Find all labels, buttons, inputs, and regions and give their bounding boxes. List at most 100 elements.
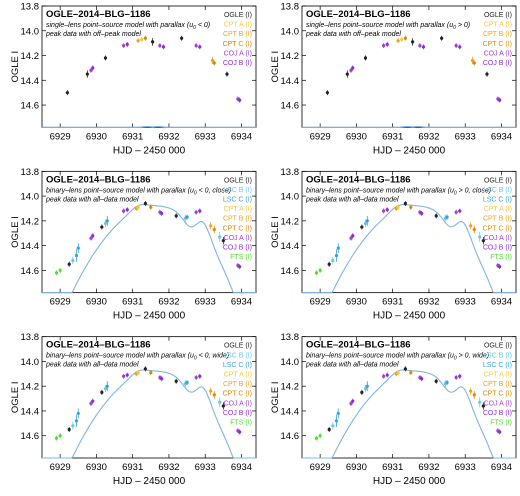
plot-frame xyxy=(41,5,257,128)
legend-entry: CPT A (I) xyxy=(484,371,512,378)
data-point xyxy=(385,373,389,377)
data-point xyxy=(360,225,364,229)
data-point xyxy=(418,44,422,48)
legend-entry: CPT C (I) xyxy=(483,41,512,48)
data-point xyxy=(472,393,476,397)
legend-entry: COJ A (I) xyxy=(224,50,252,57)
legend-entry: CPT B (I) xyxy=(483,31,512,38)
data-point xyxy=(336,411,340,416)
legend-entry: COJ A (I) xyxy=(484,400,512,407)
legend-entry: FTS (I) xyxy=(490,254,512,261)
subtitle-main: binary–lens point–source model with para… xyxy=(46,187,194,194)
plot-frame xyxy=(301,336,517,459)
data-point xyxy=(458,209,462,213)
legend-entry: CPT B (I) xyxy=(223,31,252,38)
model-curve xyxy=(302,369,516,459)
data-point xyxy=(194,210,198,214)
x-tick-label: 6930 xyxy=(346,462,367,473)
data-point xyxy=(54,271,59,275)
model-curve xyxy=(42,369,256,459)
data-point xyxy=(143,36,147,40)
data-point xyxy=(103,56,108,60)
data-point xyxy=(194,44,198,48)
data-point xyxy=(314,271,319,275)
y-axis-label: OGLE I xyxy=(10,381,21,413)
y-axis-label: OGLE I xyxy=(270,51,281,83)
panel-subtitle: single–lens point–source model with para… xyxy=(306,22,470,31)
data-point xyxy=(122,44,126,48)
data-point xyxy=(434,379,438,383)
data-point xyxy=(91,234,95,238)
y-tick-label: 14.4 xyxy=(281,241,300,252)
y-tick-label: 14.2 xyxy=(281,216,300,227)
data-point xyxy=(218,235,222,239)
data-point xyxy=(331,258,335,263)
data-point xyxy=(54,436,59,440)
y-tick-label: 14.4 xyxy=(281,76,300,87)
panel-subtitle-line2: peak data with all–data model xyxy=(305,362,399,369)
data-point xyxy=(345,72,349,76)
data-point xyxy=(209,389,213,393)
plot-frame xyxy=(301,5,517,128)
subtitle-main: binary–lens point–source model with para… xyxy=(306,353,454,360)
y-tick-label: 13.8 xyxy=(281,332,300,343)
data-point xyxy=(458,45,462,49)
data-point xyxy=(318,434,322,438)
data-point xyxy=(382,374,386,378)
x-tick-label: 6929 xyxy=(310,297,331,308)
legend-entry: LSC C (I) xyxy=(483,362,512,369)
data-point xyxy=(363,387,368,391)
panel-subtitle: binary–lens point–source model with para… xyxy=(46,353,229,362)
x-tick-label: 6933 xyxy=(455,297,476,308)
y-tick-label: 14.2 xyxy=(21,382,40,393)
model-curve xyxy=(302,204,516,294)
x-tick-label: 6933 xyxy=(455,131,476,142)
legend-entry: CPT C (I) xyxy=(223,225,252,232)
legend-entry: CPT A (I) xyxy=(224,371,252,378)
y-tick-label: 14.6 xyxy=(21,431,40,442)
data-point xyxy=(498,98,502,102)
y-tick-label: 13.8 xyxy=(21,167,40,178)
legend-entry: CPT C (I) xyxy=(483,391,512,398)
data-point xyxy=(89,236,93,240)
chart-panel-1: 13.8 14.0 14.2 14.4 14.6 6929 6930 6931 6932 6933… xyxy=(10,2,257,156)
x-tick-label: 6931 xyxy=(122,131,143,142)
x-tick-label: 6929 xyxy=(50,297,71,308)
data-point xyxy=(136,370,140,375)
x-tick-label: 6934 xyxy=(231,131,252,142)
data-point xyxy=(125,373,129,377)
data-point xyxy=(221,239,225,243)
panel-subtitle: binary–lens point–source model with para… xyxy=(46,187,231,196)
y-tick-label: 14.4 xyxy=(21,406,40,417)
data-point xyxy=(218,400,222,404)
data-point xyxy=(103,387,108,391)
legend-entry: CPT B (I) xyxy=(483,381,512,388)
legend-entry: COJ A (I) xyxy=(484,235,512,242)
data-point xyxy=(349,68,353,72)
data-point xyxy=(76,246,80,250)
data-point xyxy=(67,262,71,266)
data-point xyxy=(212,393,216,397)
data-point xyxy=(351,234,355,238)
plot-frame xyxy=(41,170,257,294)
panel-subtitle: single–lens point–source model with para… xyxy=(46,22,210,31)
data-point xyxy=(470,58,475,63)
subtitle-relation: < 0) xyxy=(196,22,210,29)
legend-entry: CPT C (I) xyxy=(483,225,512,232)
data-point xyxy=(469,224,473,228)
data-point xyxy=(396,370,400,375)
x-axis-label: HJD – 2450 000 xyxy=(373,311,446,322)
panel-title: OGLE–2014–BLG–1186 xyxy=(46,340,151,351)
data-point xyxy=(103,221,108,225)
x-tick-label: 6934 xyxy=(491,462,512,473)
subtitle-subscript: 0 xyxy=(193,25,196,31)
data-point xyxy=(149,370,153,375)
subtitle-relation: < 0, close) xyxy=(197,187,231,194)
legend-entry: LSC B (I) xyxy=(483,352,512,359)
data-point xyxy=(198,209,202,213)
data-point xyxy=(385,208,389,212)
data-point xyxy=(485,72,489,76)
legend-entry: CPT A (I) xyxy=(484,206,512,213)
x-tick-label: 6933 xyxy=(195,462,216,473)
data-point xyxy=(396,205,400,209)
